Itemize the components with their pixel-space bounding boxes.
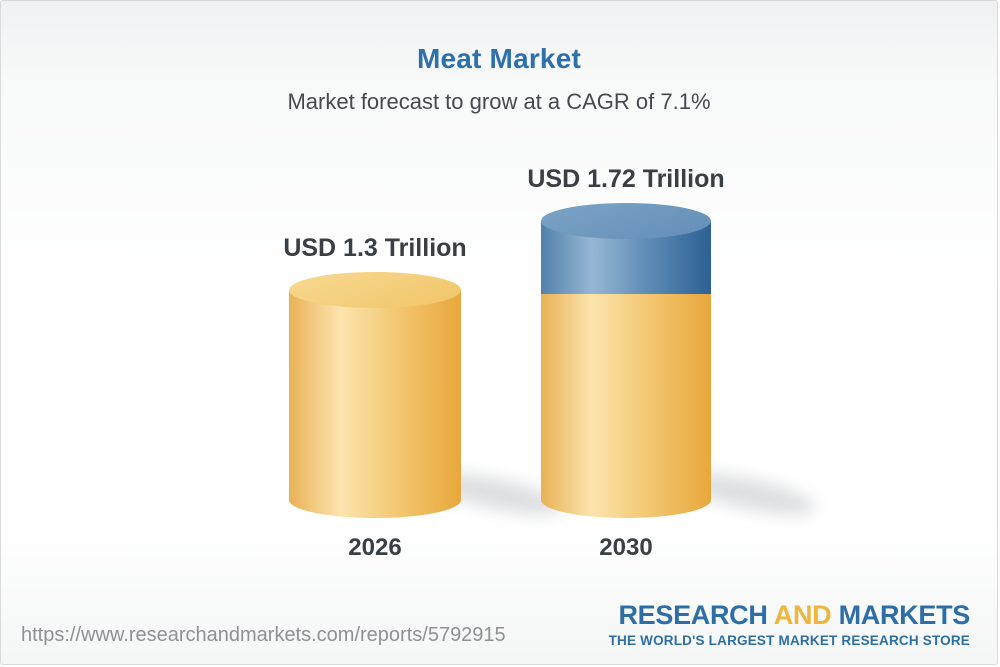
category-label-2030: 2030 [599,534,653,561]
logo-word-research: RESEARCH [618,600,768,630]
cylinder-2026-body [289,290,461,500]
research-and-markets-logo: RESEARCH AND MARKETS THE WORLD'S LARGEST… [608,602,971,648]
report-url-link[interactable]: https://www.researchandmarkets.com/repor… [21,624,506,646]
value-label-2026: USD 1.3 Trillion [283,234,467,262]
cylinder-2026 [289,272,461,518]
logo-word-markets: MARKETS [838,600,971,630]
cylinder-2026-shadow [429,473,563,515]
cylinder-2030-body-yellow [541,293,711,500]
cylinder-2030 [541,203,711,518]
cylinder-2026-top [289,272,461,308]
logo-word-and: AND [773,600,832,630]
chart-title: Meat Market [416,43,582,74]
category-label-2026: 2026 [348,534,402,561]
cylinder-2030-top [541,203,711,239]
chart-subtitle: Market forecast to grow at a CAGR of 7.1… [287,89,711,114]
logo-wordmark: RESEARCH AND MARKETS [609,602,970,629]
logo-tagline: THE WORLD'S LARGEST MARKET RESEARCH STOR… [608,633,970,648]
value-label-2030: USD 1.72 Trillion [527,165,725,193]
cylinder-2030-shadow [682,473,816,515]
